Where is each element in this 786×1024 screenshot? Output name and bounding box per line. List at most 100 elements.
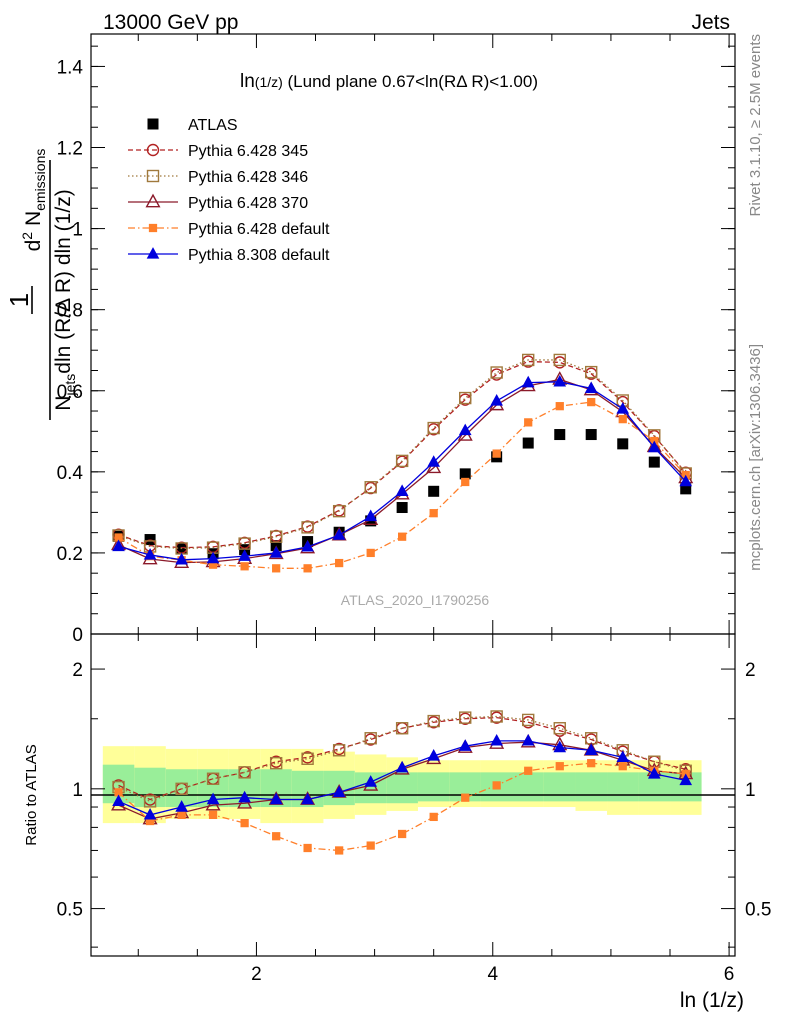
xaxis-label: ln (1/z) (680, 989, 744, 1012)
ratio-band-inner (512, 772, 544, 802)
main-point-p8def (364, 509, 378, 522)
ratio-point-p8def (269, 792, 283, 805)
ratio-point-p6def (177, 810, 186, 820)
main-point-atlas (585, 429, 597, 441)
main-point-p6def (524, 418, 533, 427)
ratio-point-p8def (175, 800, 188, 812)
main-point-p8def (679, 474, 693, 487)
main-ytick-label: 0.2 (57, 544, 83, 565)
ratio-point-p8def (679, 773, 693, 786)
legend-marker-p370 (145, 193, 161, 208)
legend: ATLAS Pythia 6.428 345 Pythia 6.428 346 Pyt… (128, 117, 330, 264)
legend-label-p370: Pythia 6.428 370 (188, 195, 308, 212)
ratio-point-p6def (240, 818, 249, 828)
legend-label-atlas: ATLAS (188, 117, 238, 134)
ratio-point-p8def (521, 733, 535, 746)
ratio-point-p6def (366, 841, 375, 850)
ylabel-denominator: Njetsdln (R/Δ R) dln (1/z) (52, 189, 78, 410)
main-point-p8def (395, 484, 409, 496)
ratio-band-inner (575, 772, 608, 802)
ratio-point-p6def (398, 829, 407, 839)
ylabel-den-sub: jets (62, 374, 78, 397)
main-line-p346 (118, 359, 687, 550)
main-point-p8def (458, 423, 472, 436)
main-point-p8def (238, 549, 251, 561)
main-ytick-label: 1.2 (57, 139, 83, 160)
ratio-point-p346 (490, 710, 503, 723)
ratio-uncertainty-bands (102, 746, 702, 824)
ratio-point-p346 (427, 714, 440, 728)
ratio-point-p346 (332, 744, 346, 757)
legend-label-p8def: Pythia 8.308 default (188, 247, 330, 264)
xtick-label: 6 (724, 964, 735, 985)
ratio-point-p346 (395, 722, 409, 735)
ylabel-numerator-1: 1 (4, 293, 34, 307)
ratio-point-p8def (647, 767, 661, 779)
main-point-p346 (427, 421, 440, 435)
main-point-p6def (303, 564, 312, 573)
ratio-ytick-label: 2 (72, 660, 83, 681)
main-point-atlas (396, 502, 408, 514)
ratio-point-p6def (524, 766, 533, 775)
legend-marker-p6def (148, 223, 158, 233)
main-point-p346 (301, 521, 314, 534)
main-point-atlas (648, 456, 660, 468)
ratio-line-p345 (118, 716, 686, 801)
main-point-p6def (587, 397, 596, 407)
ylabel-den-rest: dln (R/Δ R) dln (1/z) (52, 189, 75, 373)
main-point-p8def (427, 455, 441, 467)
ratio-point-p8def (427, 749, 441, 761)
ratio-point-p8def (238, 790, 251, 803)
mcplots-label: mcplots.cern.ch [arXiv:1306.3436] (747, 344, 764, 571)
legend-marker-p346 (146, 169, 160, 183)
main-point-p346 (553, 353, 566, 367)
ratio-point-p8def (584, 743, 598, 755)
ratio-point-p8def (458, 739, 472, 751)
main-ytick-label: 0.6 (57, 382, 83, 403)
ratio-point-p6def (587, 759, 596, 768)
main-point-p346 (269, 530, 283, 543)
main-point-p346 (584, 365, 598, 379)
main-series-group (111, 353, 694, 573)
main-title-sub: (1/z) (255, 74, 283, 90)
ratio-point-p8def (112, 794, 125, 807)
main-ylabel: 1 d2 Nemissions Njetsdln (R/Δ R) dln (1/… (4, 149, 78, 420)
main-point-p6def (492, 449, 501, 458)
ratio-point-p6def (272, 832, 281, 841)
main-point-p6def (429, 509, 438, 518)
ratio-band-inner (134, 767, 166, 808)
ratio-point-p6def (461, 793, 470, 802)
main-point-p6def (398, 532, 407, 541)
main-point-p8def (521, 375, 535, 388)
xtick-label: 4 (487, 964, 498, 985)
ratio-panel: 0.5 0.5 1 1 2 2 2 4 6 Ratio to ATLAS ln (1/z) (23, 633, 771, 1012)
main-point-p6def (366, 548, 375, 558)
main-ytick-label: 1.4 (57, 57, 84, 78)
main-point-atlas (428, 485, 440, 497)
main-point-p8def (143, 548, 157, 560)
main-point-p8def (112, 539, 125, 552)
ratio-point-p346 (143, 795, 157, 808)
xtick-label: 2 (251, 964, 262, 985)
main-point-p346 (238, 537, 251, 550)
main-point-p346 (395, 454, 409, 468)
ratio-point-p8def (301, 792, 314, 805)
ratio-ytick-label: 0.5 (57, 900, 83, 921)
ylabel-den-N: N (52, 396, 75, 411)
legend-marker-p8def (146, 247, 160, 259)
legend-label-p346: Pythia 6.428 346 (188, 169, 308, 186)
ratio-point-p6def (335, 846, 344, 855)
ratio-point-p346 (238, 766, 251, 779)
legend-marker-atlas (147, 118, 159, 130)
ratio-ytick-label-right: 1 (745, 780, 756, 801)
main-point-atlas (680, 483, 692, 495)
main-point-p8def (553, 374, 567, 387)
ratio-ylabel: Ratio to ATLAS (23, 744, 40, 845)
main-point-p6def (335, 558, 344, 568)
ratio-point-p6def (208, 810, 218, 820)
ylabel-N-sub: emissions (32, 149, 48, 211)
ratio-point-p6def (145, 816, 155, 826)
ratio-point-p346 (364, 732, 377, 745)
main-point-p8def (616, 402, 630, 414)
ylabel-d-sup: 2 (19, 232, 35, 240)
